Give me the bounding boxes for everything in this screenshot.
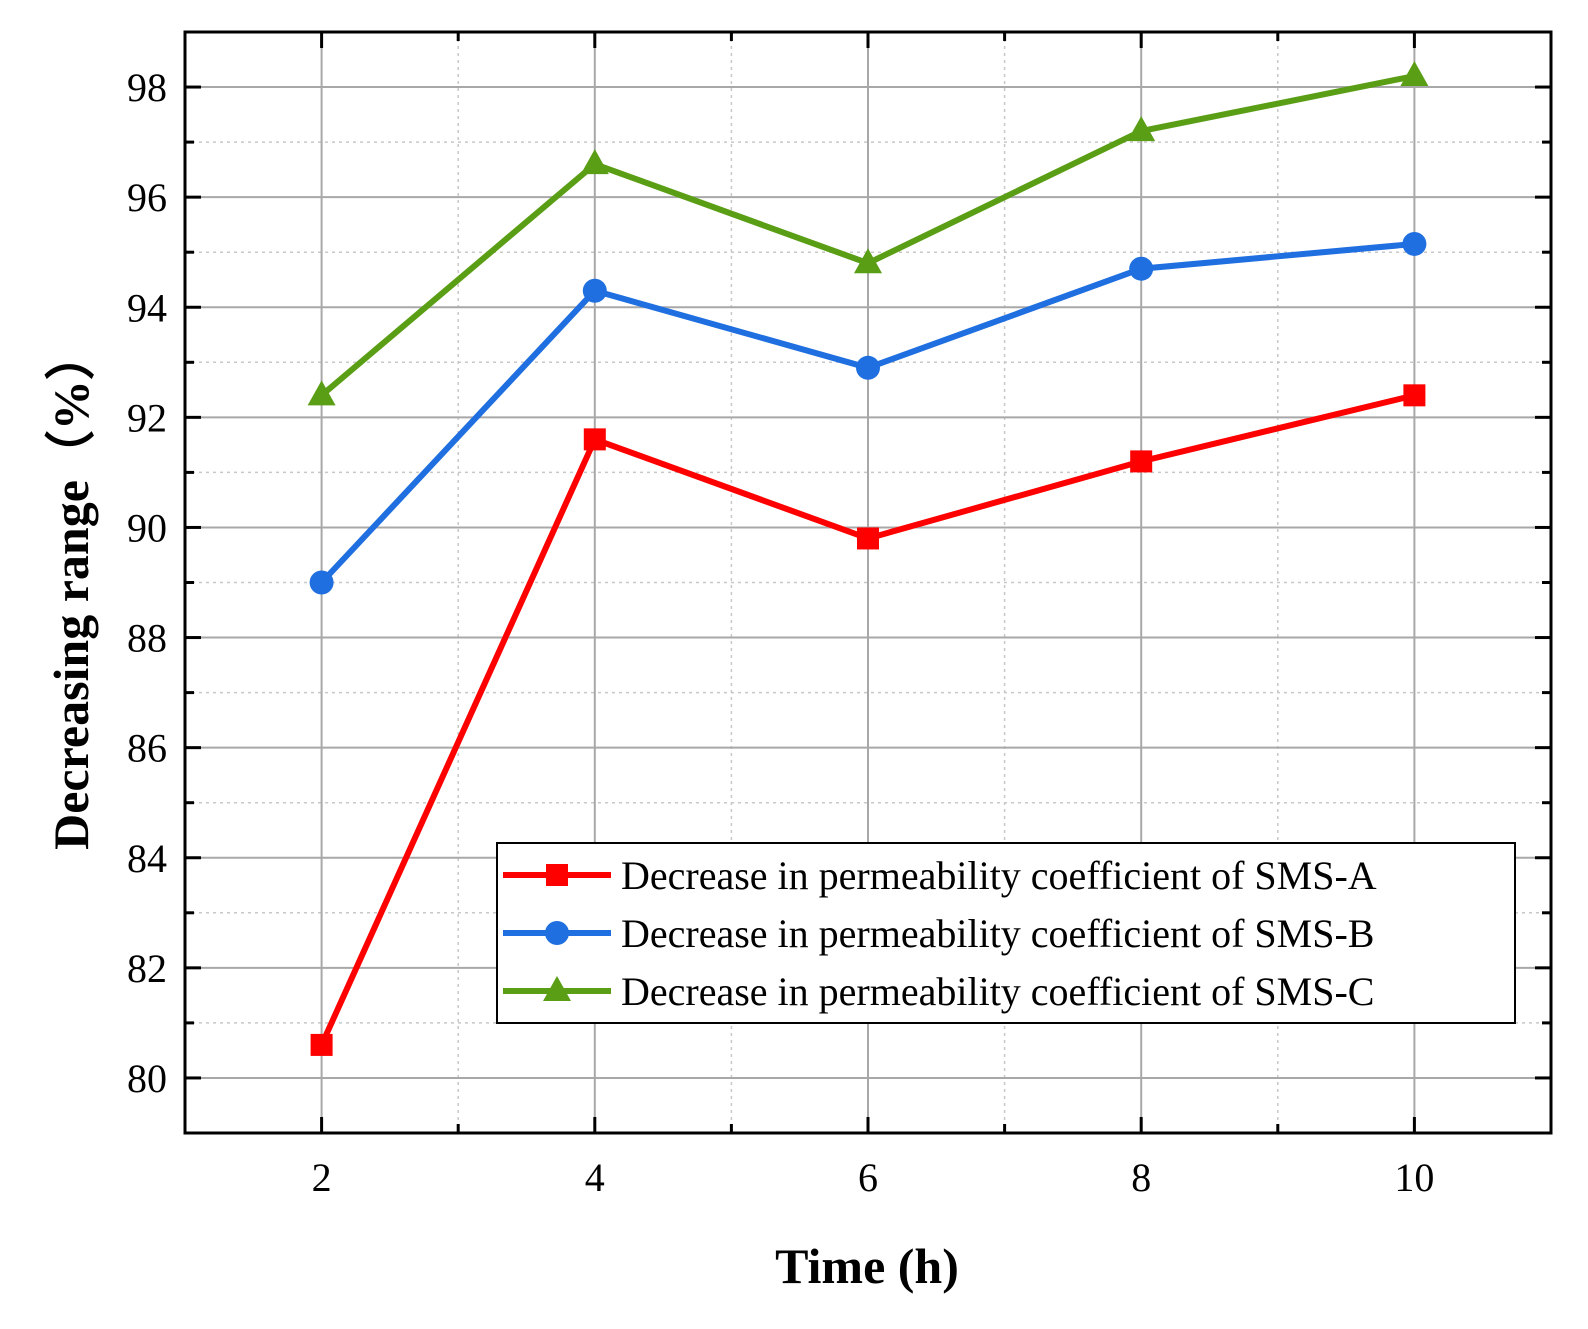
x-tick-label: 8 <box>1131 1155 1151 1200</box>
y-axis-title: Decreasing range（%） <box>43 330 99 850</box>
legend-marker <box>543 976 571 1001</box>
x-axis-title: Time (h) <box>775 1238 959 1294</box>
data-point <box>582 278 607 303</box>
y-tick-label: 90 <box>127 505 167 550</box>
legend-marker <box>546 864 568 886</box>
legend-label: Decrease in permeability coefficient of … <box>621 853 1377 898</box>
x-tick-label: 6 <box>858 1155 878 1200</box>
data-point <box>1129 256 1154 281</box>
y-tick-label: 92 <box>127 395 167 440</box>
y-tick-label: 96 <box>127 175 167 220</box>
y-tick-label: 94 <box>127 285 167 330</box>
data-point <box>309 570 334 595</box>
data-point <box>1130 450 1153 473</box>
data-point <box>856 355 880 380</box>
y-tick-label: 80 <box>127 1056 167 1101</box>
series-3 <box>307 61 1429 406</box>
data-point <box>307 380 336 406</box>
y-tick-label: 82 <box>127 946 167 991</box>
data-point <box>310 1033 333 1056</box>
legend-label: Decrease in permeability coefficient of … <box>621 969 1374 1014</box>
legend-marker <box>545 921 569 945</box>
x-tick-label: 4 <box>585 1155 605 1200</box>
series-1 <box>310 384 1426 1056</box>
y-tick-label: 86 <box>127 726 167 771</box>
y-tick-label: 84 <box>127 836 167 881</box>
data-point <box>854 248 882 274</box>
y-tick-label: 88 <box>127 616 167 661</box>
x-tick-label: 10 <box>1394 1155 1434 1200</box>
x-tick-label: 2 <box>312 1155 332 1200</box>
legend: Decrease in permeability coefficient of … <box>496 842 1516 1024</box>
axes: 80 82 84 86 88 90 92 94 96 98 2 4 6 8 10 <box>127 30 1553 1200</box>
series-group <box>307 61 1429 1056</box>
data-point <box>1400 61 1429 87</box>
legend-box <box>496 842 1516 1024</box>
legend-label: Decrease in permeability coefficient of … <box>621 911 1374 956</box>
data-point <box>857 527 879 550</box>
data-point <box>1402 231 1427 256</box>
series-2 <box>309 231 1427 595</box>
data-point <box>1403 384 1426 407</box>
data-point <box>1127 116 1156 142</box>
y-tick-label: 98 <box>127 65 167 110</box>
data-point <box>583 428 606 451</box>
data-point <box>580 149 609 175</box>
